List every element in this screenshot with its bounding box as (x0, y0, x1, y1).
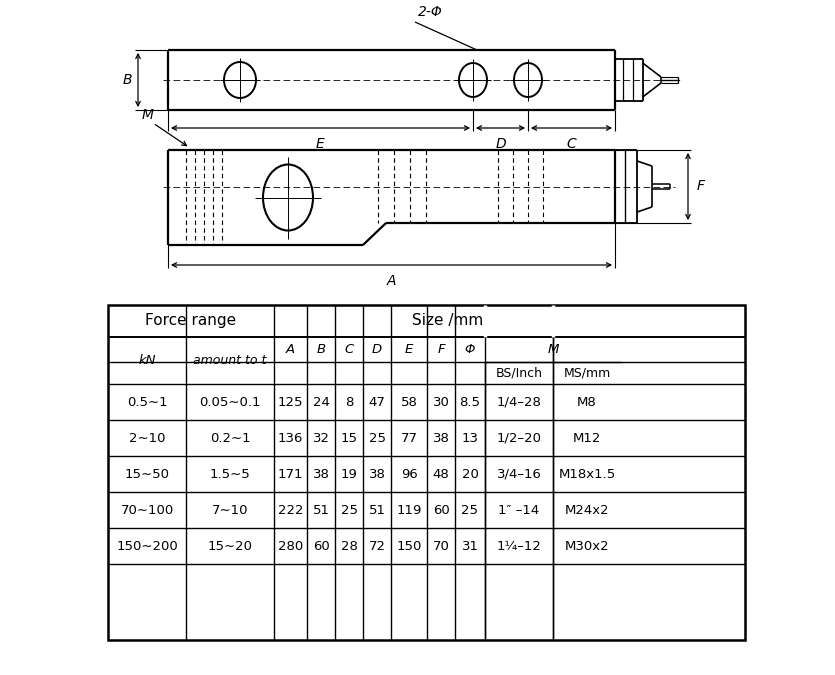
Text: D: D (495, 137, 506, 151)
Text: 7∼10: 7∼10 (212, 504, 248, 516)
Text: 125: 125 (278, 396, 303, 408)
Text: 70∼100: 70∼100 (120, 504, 174, 516)
Text: 13: 13 (462, 431, 478, 445)
Text: 24: 24 (312, 396, 330, 408)
Text: 30: 30 (433, 396, 449, 408)
Text: 20: 20 (462, 468, 478, 481)
Text: 31: 31 (462, 539, 478, 553)
Text: E: E (405, 343, 413, 356)
Text: 25: 25 (341, 504, 357, 516)
Text: 2-Φ: 2-Φ (418, 5, 443, 19)
Text: 32: 32 (312, 431, 330, 445)
Text: 1¼–12: 1¼–12 (497, 539, 541, 553)
Text: 2∼10: 2∼10 (129, 431, 165, 445)
Text: 70: 70 (433, 539, 449, 553)
Text: Force range: Force range (145, 313, 236, 329)
Text: amount to t: amount to t (194, 354, 266, 367)
Text: 19: 19 (341, 468, 357, 481)
Text: Φ: Φ (465, 343, 475, 356)
Text: 1.5∼5: 1.5∼5 (210, 468, 250, 481)
Text: 25: 25 (462, 504, 478, 516)
Text: 77: 77 (401, 431, 418, 445)
Text: 222: 222 (278, 504, 303, 516)
Text: 8.5: 8.5 (459, 396, 480, 408)
Text: M: M (547, 343, 559, 356)
Text: 15: 15 (341, 431, 357, 445)
Text: B: B (122, 73, 132, 87)
Text: kN: kN (139, 354, 156, 367)
Text: M30x2: M30x2 (564, 539, 610, 553)
Text: M18x1.5: M18x1.5 (559, 468, 615, 481)
Text: 51: 51 (312, 504, 330, 516)
Text: 1/2–20: 1/2–20 (497, 431, 542, 445)
Text: 150∼200: 150∼200 (116, 539, 178, 553)
Text: M8: M8 (577, 396, 597, 408)
Text: 60: 60 (312, 539, 329, 553)
Text: 8: 8 (345, 396, 353, 408)
Text: B: B (316, 343, 326, 356)
Text: 38: 38 (368, 468, 386, 481)
Text: 0.05∼0.1: 0.05∼0.1 (200, 396, 261, 408)
Text: 72: 72 (368, 539, 386, 553)
Text: 47: 47 (368, 396, 386, 408)
Text: 1/4–28: 1/4–28 (497, 396, 541, 408)
Text: 25: 25 (368, 431, 386, 445)
Text: 150: 150 (397, 539, 422, 553)
Text: Size /mm: Size /mm (412, 313, 483, 329)
Text: 51: 51 (368, 504, 386, 516)
Text: 38: 38 (433, 431, 449, 445)
Text: 0.2∼1: 0.2∼1 (210, 431, 250, 445)
Text: C: C (344, 343, 354, 356)
Text: F: F (438, 343, 445, 356)
Text: 48: 48 (433, 468, 449, 481)
Text: 119: 119 (397, 504, 422, 516)
Text: 1″ –14: 1″ –14 (498, 504, 539, 516)
Text: F: F (697, 180, 705, 194)
Text: 280: 280 (278, 539, 303, 553)
Text: E: E (316, 137, 325, 151)
Text: 0.5∼1: 0.5∼1 (127, 396, 167, 408)
Text: 28: 28 (341, 539, 357, 553)
Text: 15∼50: 15∼50 (124, 468, 170, 481)
Text: 38: 38 (312, 468, 330, 481)
Text: A: A (387, 274, 397, 288)
Text: C: C (567, 137, 576, 151)
Text: 60: 60 (433, 504, 449, 516)
Text: M24x2: M24x2 (564, 504, 610, 516)
Text: M12: M12 (573, 431, 601, 445)
Text: D: D (372, 343, 382, 356)
Text: BS/Inch: BS/Inch (495, 367, 543, 379)
Text: MS/mm: MS/mm (564, 367, 610, 379)
Text: 3/4–16: 3/4–16 (497, 468, 541, 481)
Text: 96: 96 (401, 468, 418, 481)
Text: 136: 136 (278, 431, 303, 445)
Text: 171: 171 (278, 468, 303, 481)
Text: A: A (286, 343, 295, 356)
Text: 15∼20: 15∼20 (208, 539, 252, 553)
Text: 58: 58 (401, 396, 418, 408)
Bar (108, 305, 745, 640)
Text: M: M (142, 108, 154, 122)
